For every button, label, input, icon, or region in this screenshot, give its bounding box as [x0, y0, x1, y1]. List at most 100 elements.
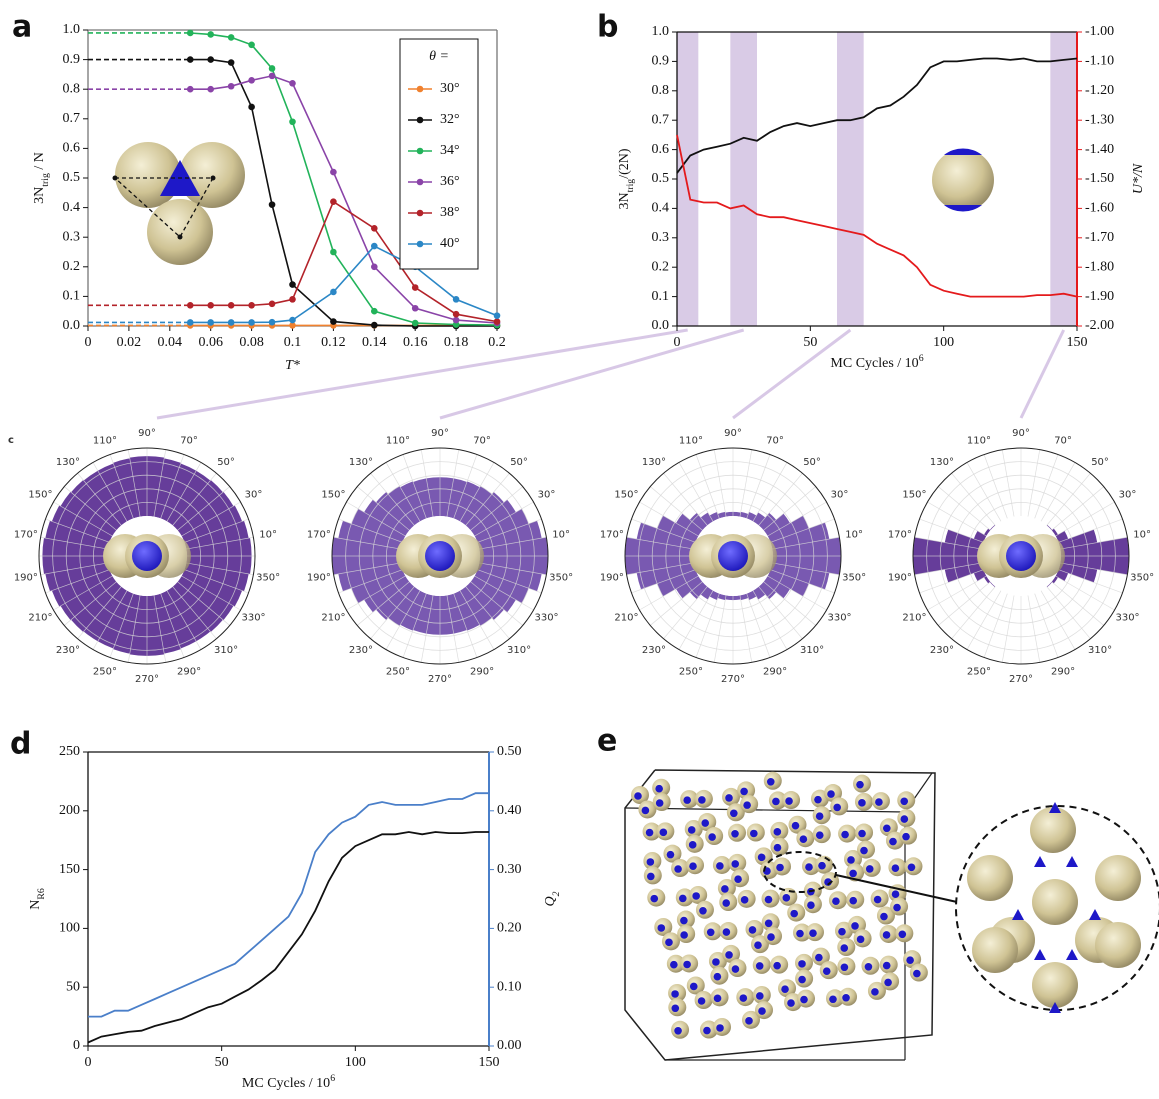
- y-axis-label: NR6: [28, 888, 47, 910]
- x-tick-label: 0.1: [284, 335, 302, 350]
- patch: [767, 778, 775, 786]
- marker: [371, 322, 378, 329]
- connector: [440, 330, 744, 418]
- polar-spoke: [1028, 595, 1040, 662]
- patch: [647, 858, 655, 866]
- patch: [814, 796, 822, 804]
- patch: [807, 901, 815, 909]
- marker: [228, 319, 235, 326]
- theta-tick-label: 230°: [349, 645, 373, 656]
- x-tick-label: 50: [215, 1055, 229, 1070]
- x-tick-label: 0: [674, 335, 681, 350]
- patch: [722, 899, 730, 907]
- y-tick-label: 0.4: [652, 201, 670, 216]
- theta-tick-label: 190°: [14, 572, 38, 583]
- patch: [849, 870, 857, 878]
- x-tick-label: 50: [803, 335, 817, 350]
- patch: [671, 990, 679, 998]
- label-part: MC Cycles / 10: [242, 1076, 330, 1091]
- x-tick-label: 0.18: [444, 335, 469, 350]
- theta-tick-label: 110°: [93, 435, 117, 446]
- theta-tick-label: 50°: [1091, 457, 1109, 468]
- cap: [944, 148, 982, 155]
- y-tick-label: 0.2: [652, 259, 670, 274]
- y-axis-label: 3Ntrig / N: [32, 152, 51, 204]
- theta-tick-label: 150°: [321, 490, 345, 501]
- inset-sphere: [932, 148, 994, 211]
- marker: [412, 305, 419, 312]
- patch: [900, 797, 908, 805]
- theta-tick-label: 90°: [138, 428, 156, 439]
- theta-tick-label: 130°: [56, 457, 80, 468]
- y-tick-label: 0.8: [63, 81, 81, 96]
- y2-tick-label: -1.40: [1085, 142, 1114, 157]
- label-part: N: [28, 900, 43, 910]
- y-tick-label: 0.0: [63, 318, 81, 333]
- y2-tick-label: -1.50: [1085, 171, 1114, 186]
- patch: [781, 985, 789, 993]
- patch: [756, 962, 764, 970]
- vertex: [211, 176, 216, 181]
- patch: [783, 894, 791, 902]
- theta-tick-label: 250°: [386, 667, 410, 678]
- theta-tick-label: 10°: [845, 530, 863, 541]
- legend-marker: [417, 179, 424, 186]
- sphere: [972, 927, 1018, 973]
- patch: [809, 929, 817, 937]
- x-tick-label: 0.08: [239, 335, 264, 350]
- patch: [865, 963, 873, 971]
- legend-label: 36°: [440, 174, 460, 189]
- patch: [743, 801, 751, 809]
- patch: [665, 939, 673, 947]
- polar-panel: 10°30°50°70°90°110°130°150°170°190°210°2…: [888, 428, 1154, 685]
- y2-tick-label: -1.80: [1085, 259, 1114, 274]
- highlight-band: [837, 32, 864, 326]
- y-tick-label: 200: [59, 803, 80, 818]
- polar-spoke: [1047, 587, 1091, 639]
- patch: [667, 851, 675, 859]
- x-tick-label: 0.04: [158, 335, 183, 350]
- theta-tick-label: 290°: [1051, 667, 1075, 678]
- patch: [670, 961, 678, 969]
- legend-box: [400, 39, 478, 269]
- theta-tick-label: 330°: [1115, 613, 1139, 624]
- patch: [816, 831, 824, 839]
- patch: [689, 862, 697, 870]
- patch: [714, 995, 722, 1003]
- highlight-band: [677, 32, 698, 326]
- theta-tick-label: 50°: [510, 457, 528, 468]
- patch: [913, 970, 921, 978]
- theta-tick-label: 270°: [1009, 674, 1033, 685]
- y2-axis-label: U*/N: [1131, 163, 1146, 194]
- patch: [838, 928, 846, 936]
- polar-spoke: [740, 595, 752, 662]
- marker: [371, 225, 378, 232]
- theta-tick-label: 150°: [902, 490, 926, 501]
- x-tick-label: 150: [479, 1055, 500, 1070]
- y-axis-label: 3Ntrig/(2N): [617, 148, 636, 209]
- patch: [714, 973, 722, 981]
- marker: [330, 198, 337, 205]
- vertex: [113, 176, 118, 181]
- label-part: MC Cycles / 10: [830, 356, 918, 371]
- patch: [880, 913, 888, 921]
- marker: [269, 319, 276, 326]
- patch: [841, 831, 849, 839]
- patch: [740, 994, 748, 1002]
- polar-spoke: [740, 450, 752, 517]
- x-tick-label: 0.06: [198, 335, 223, 350]
- sphere: [132, 541, 162, 571]
- label-sup: 6: [330, 1073, 335, 1084]
- patch: [785, 797, 793, 805]
- x-tick-label: 0.2: [488, 335, 506, 350]
- patch: [889, 838, 897, 846]
- patch: [690, 983, 698, 991]
- theta-tick-label: 30°: [245, 490, 263, 501]
- patch: [674, 865, 682, 873]
- x-tick-label: 0.16: [403, 335, 428, 350]
- marker: [269, 65, 276, 72]
- theta-tick-label: 170°: [888, 530, 912, 541]
- patch: [874, 896, 882, 904]
- legend-label: 32°: [440, 112, 460, 127]
- y2-tick-label: -1.30: [1085, 112, 1114, 127]
